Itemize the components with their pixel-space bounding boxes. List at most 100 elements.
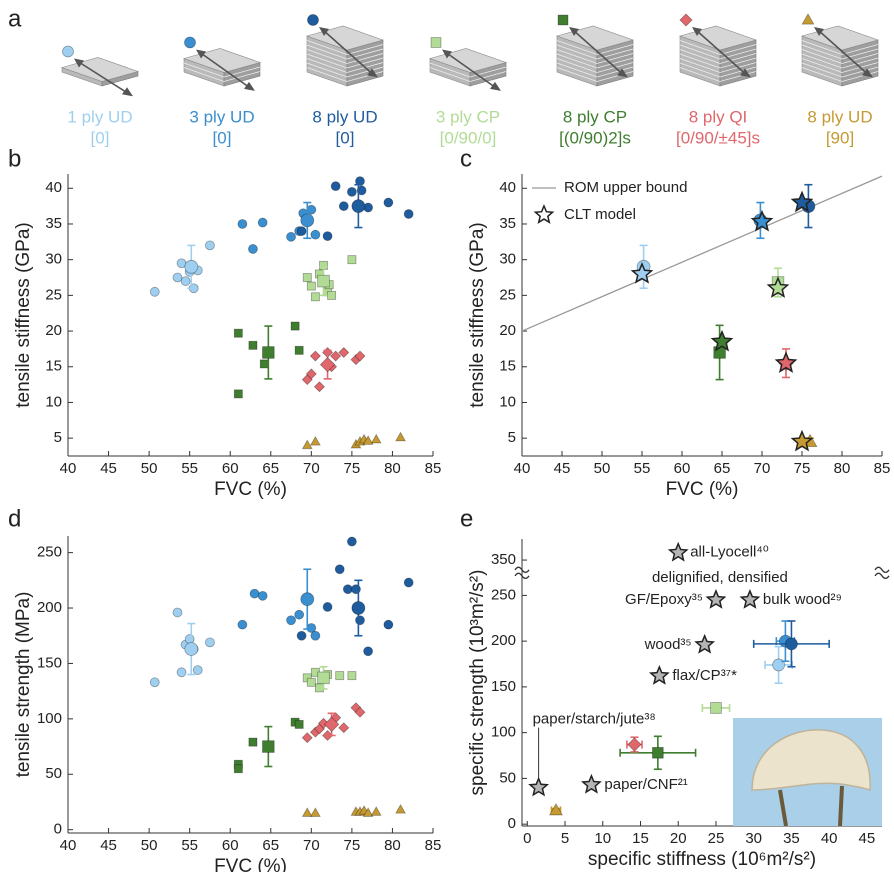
legend-layup: [0] bbox=[336, 128, 355, 147]
legend-name: 8 ply UD bbox=[312, 107, 377, 126]
data-point bbox=[185, 635, 194, 644]
y-tick-label: 100 bbox=[491, 724, 516, 741]
data-point bbox=[310, 351, 320, 361]
x-tick-label: 65 bbox=[262, 837, 279, 854]
mean-point bbox=[185, 643, 198, 656]
data-point bbox=[173, 608, 182, 617]
legend-layup: [0] bbox=[213, 128, 232, 147]
data-point bbox=[205, 638, 214, 647]
x-tick-label: 45 bbox=[100, 460, 117, 477]
data-point bbox=[177, 668, 186, 677]
data-point bbox=[173, 273, 182, 282]
y-tick-label: 20 bbox=[45, 322, 62, 339]
mean-point bbox=[352, 200, 365, 213]
x-tick-label: 80 bbox=[384, 460, 401, 477]
data-point bbox=[323, 232, 332, 241]
data-point bbox=[396, 805, 405, 813]
reference-star bbox=[670, 544, 687, 560]
rom-line bbox=[522, 176, 882, 331]
data-point bbox=[234, 765, 242, 773]
reference-label: paper/starch/jute³⁸ bbox=[533, 711, 656, 728]
x-tick-label: 40 bbox=[60, 460, 77, 477]
axis-break bbox=[875, 573, 889, 578]
x-tick-label: 75 bbox=[344, 460, 361, 477]
page: a b c d e 1 ply UD[0]3 ply UD[0]8 ply UD… bbox=[0, 0, 894, 872]
figure: a b c d e 1 ply UD[0]3 ply UD[0]8 ply UD… bbox=[0, 0, 894, 872]
y-tick-label: 15 bbox=[45, 358, 62, 375]
data-point bbox=[297, 227, 306, 236]
y-axis-label: tensile stiffness (GPa) bbox=[13, 222, 34, 408]
y-tick-label: 20 bbox=[499, 322, 516, 339]
y-tick-label: 350 bbox=[491, 551, 516, 568]
data-point bbox=[348, 672, 356, 680]
reference-label: wood³⁵ bbox=[644, 636, 692, 653]
data-point bbox=[181, 277, 190, 286]
x-tick-label: 40 bbox=[60, 837, 77, 854]
layup-icon bbox=[62, 58, 138, 97]
legend-name: 8 ply CP bbox=[563, 107, 627, 126]
data-point bbox=[150, 287, 159, 296]
data-point bbox=[336, 672, 344, 680]
data-point bbox=[297, 631, 306, 640]
x-tick-label: 10 bbox=[594, 830, 611, 847]
data-point bbox=[234, 390, 242, 398]
data-point bbox=[331, 182, 340, 191]
data-point bbox=[311, 293, 319, 301]
x-tick-label: 80 bbox=[384, 837, 401, 854]
y-tick-label: 50 bbox=[499, 769, 516, 786]
data-point bbox=[314, 382, 324, 392]
data-point bbox=[150, 678, 159, 687]
arrow-head bbox=[244, 82, 255, 91]
legend-marker bbox=[63, 46, 74, 57]
reference-label: all-Lyocell⁴⁰ bbox=[690, 544, 769, 561]
mean-point bbox=[301, 214, 314, 227]
y-tick-label: 30 bbox=[499, 251, 516, 268]
legend-marker bbox=[308, 15, 319, 26]
data-point bbox=[238, 219, 247, 228]
legend-name: 1 ply UD bbox=[67, 107, 132, 126]
mean-point bbox=[301, 593, 314, 606]
x-tick-label: 40 bbox=[821, 830, 838, 847]
panel-label: a bbox=[8, 5, 22, 32]
x-axis-label: FVC (%) bbox=[214, 856, 287, 872]
arrow-head bbox=[490, 82, 501, 91]
data-point bbox=[307, 282, 315, 290]
data-point bbox=[249, 341, 257, 349]
data-point bbox=[311, 230, 320, 239]
reference-star bbox=[583, 776, 600, 792]
y-tick-label: 200 bbox=[491, 632, 516, 649]
data-point bbox=[328, 291, 336, 299]
layup-icon bbox=[430, 49, 506, 91]
data-point bbox=[234, 329, 242, 337]
x-tick-label: 0 bbox=[523, 830, 531, 847]
layup-icon bbox=[307, 26, 383, 86]
x-tick-label: 55 bbox=[181, 460, 198, 477]
legend-marker bbox=[431, 38, 441, 48]
arrow-head bbox=[122, 87, 133, 96]
data-point bbox=[260, 360, 268, 368]
data-point bbox=[307, 678, 315, 686]
y-tick-label: 250 bbox=[491, 586, 516, 603]
x-axis-label: FVC (%) bbox=[214, 479, 287, 500]
x-tick-label: 75 bbox=[344, 837, 361, 854]
x-tick-label: 80 bbox=[834, 460, 851, 477]
x-tick-label: 45 bbox=[859, 830, 876, 847]
mean-point bbox=[711, 703, 722, 714]
data-point bbox=[295, 610, 304, 619]
panel-label: b bbox=[8, 145, 21, 172]
data-point bbox=[303, 273, 311, 281]
legend-layup: [90] bbox=[826, 128, 854, 147]
y-tick-label: 100 bbox=[37, 710, 62, 727]
y-tick-label: 5 bbox=[508, 429, 516, 446]
y-tick-label: 5 bbox=[54, 429, 62, 446]
legend-layup: [0/90/±45]s bbox=[676, 128, 760, 147]
data-point bbox=[371, 807, 380, 815]
mean-point bbox=[352, 602, 365, 615]
x-tick-label: 85 bbox=[425, 837, 442, 854]
data-point bbox=[347, 187, 356, 196]
y-tick-label: 35 bbox=[45, 215, 62, 232]
legend-layup: [0] bbox=[91, 128, 110, 147]
x-tick-label: 30 bbox=[745, 830, 762, 847]
data-point bbox=[339, 202, 348, 211]
data-point bbox=[193, 666, 202, 675]
